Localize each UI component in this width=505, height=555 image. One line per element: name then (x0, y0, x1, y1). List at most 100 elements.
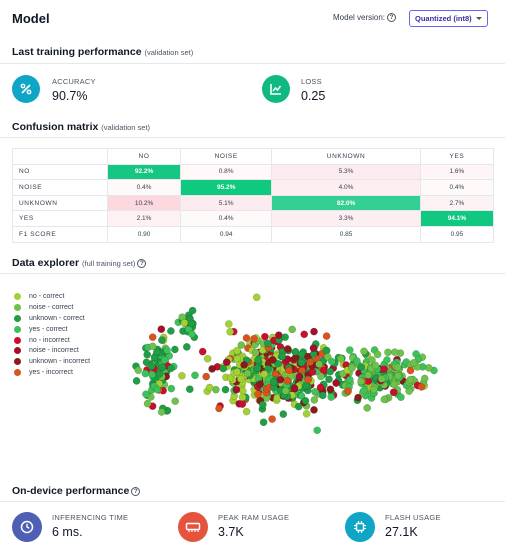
scatter-point[interactable] (254, 356, 262, 364)
scatter-point[interactable] (233, 368, 241, 376)
scatter-point[interactable] (317, 372, 325, 381)
scatter-point[interactable] (237, 341, 246, 349)
scatter-point[interactable] (253, 364, 262, 372)
scatter-point[interactable] (295, 372, 304, 381)
scatter-point[interactable] (238, 393, 247, 402)
data-explorer-scatter[interactable] (120, 280, 500, 460)
scatter-point[interactable] (417, 383, 426, 391)
scatter-point[interactable] (250, 334, 258, 343)
scatter-point[interactable] (215, 404, 223, 413)
scatter-point[interactable] (373, 350, 382, 359)
scatter-point[interactable] (158, 363, 167, 371)
scatter-point[interactable] (297, 392, 306, 400)
scatter-point[interactable] (153, 348, 161, 356)
scatter-point[interactable] (326, 385, 335, 394)
scatter-point[interactable] (326, 367, 335, 376)
scatter-point[interactable] (171, 345, 179, 354)
scatter-point[interactable] (236, 375, 245, 383)
scatter-point[interactable] (148, 342, 157, 351)
scatter-point[interactable] (363, 404, 372, 412)
scatter-point[interactable] (327, 393, 336, 401)
scatter-point[interactable] (302, 409, 311, 418)
scatter-point[interactable] (188, 306, 197, 315)
scatter-point[interactable] (134, 366, 143, 375)
scatter-point[interactable] (390, 388, 398, 397)
scatter-point[interactable] (264, 365, 272, 373)
scatter-point[interactable] (242, 334, 251, 342)
scatter-point[interactable] (259, 418, 268, 427)
scatter-point[interactable] (157, 408, 166, 416)
scatter-point[interactable] (300, 330, 309, 339)
scatter-point[interactable] (142, 390, 150, 399)
scatter-point[interactable] (406, 366, 415, 375)
scatter-point[interactable] (268, 356, 277, 364)
scatter-point[interactable] (294, 402, 303, 411)
scatter-point[interactable] (283, 376, 292, 385)
scatter-point[interactable] (318, 391, 327, 400)
scatter-point[interactable] (354, 393, 362, 402)
scatter-point[interactable] (261, 332, 269, 341)
scatter-point[interactable] (167, 327, 175, 335)
help-icon[interactable]: ? (387, 13, 397, 22)
scatter-point[interactable] (142, 358, 151, 367)
scatter-point[interactable] (202, 372, 211, 381)
scatter-point[interactable] (274, 359, 282, 368)
scatter-point[interactable] (332, 379, 340, 387)
scatter-point[interactable] (357, 377, 365, 386)
scatter-point[interactable] (233, 346, 241, 355)
scatter-point[interactable] (364, 371, 373, 379)
scatter-point[interactable] (281, 333, 289, 342)
scatter-point[interactable] (325, 375, 333, 384)
scatter-point[interactable] (269, 378, 278, 386)
scatter-point[interactable] (313, 426, 322, 435)
scatter-point[interactable] (141, 369, 150, 378)
help-icon[interactable]: ? (131, 487, 141, 496)
scatter-point[interactable] (393, 363, 402, 372)
scatter-point[interactable] (187, 319, 196, 328)
scatter-point[interactable] (163, 346, 171, 355)
scatter-point[interactable] (308, 368, 317, 376)
scatter-point[interactable] (310, 396, 319, 404)
scatter-point[interactable] (390, 380, 399, 389)
scatter-point[interactable] (380, 365, 388, 374)
legend-item[interactable]: noise - correct (14, 302, 90, 313)
scatter-point[interactable] (254, 390, 262, 399)
scatter-point[interactable] (180, 319, 189, 327)
scatter-point[interactable] (153, 385, 162, 394)
scatter-point[interactable] (352, 357, 361, 365)
scatter-point[interactable] (171, 397, 180, 406)
scatter-point[interactable] (167, 384, 176, 393)
scatter-point[interactable] (224, 320, 233, 328)
scatter-point[interactable] (276, 375, 285, 384)
scatter-point[interactable] (132, 377, 141, 385)
scatter-point[interactable] (238, 400, 247, 408)
scatter-point[interactable] (243, 369, 252, 378)
scatter-point[interactable] (281, 387, 290, 395)
scatter-point[interactable] (394, 371, 402, 380)
scatter-point[interactable] (384, 348, 392, 357)
scatter-point[interactable] (205, 383, 214, 392)
scatter-point[interactable] (157, 325, 166, 334)
scatter-point[interactable] (273, 394, 281, 402)
scatter-point[interactable] (203, 354, 212, 363)
help-icon[interactable]: ? (137, 259, 147, 268)
legend-item[interactable]: no - correct (14, 291, 90, 302)
scatter-point[interactable] (315, 360, 323, 369)
legend-item[interactable]: yes - incorrect (14, 367, 90, 378)
legend-item[interactable]: no - incorrect (14, 335, 90, 346)
scatter-point[interactable] (222, 358, 231, 367)
scatter-point[interactable] (383, 356, 391, 364)
scatter-point[interactable] (322, 332, 331, 340)
scatter-point[interactable] (301, 396, 310, 405)
scatter-point[interactable] (380, 395, 389, 404)
scatter-point[interactable] (359, 386, 368, 395)
scatter-point[interactable] (409, 358, 418, 367)
scatter-point[interactable] (357, 363, 366, 371)
legend-item[interactable]: unknown - correct (14, 313, 90, 324)
scatter-point[interactable] (143, 399, 152, 408)
scatter-point[interactable] (345, 375, 354, 384)
scatter-point[interactable] (371, 361, 380, 370)
scatter-point[interactable] (260, 370, 269, 378)
scatter-point[interactable] (360, 347, 368, 356)
scatter-point[interactable] (232, 385, 241, 394)
